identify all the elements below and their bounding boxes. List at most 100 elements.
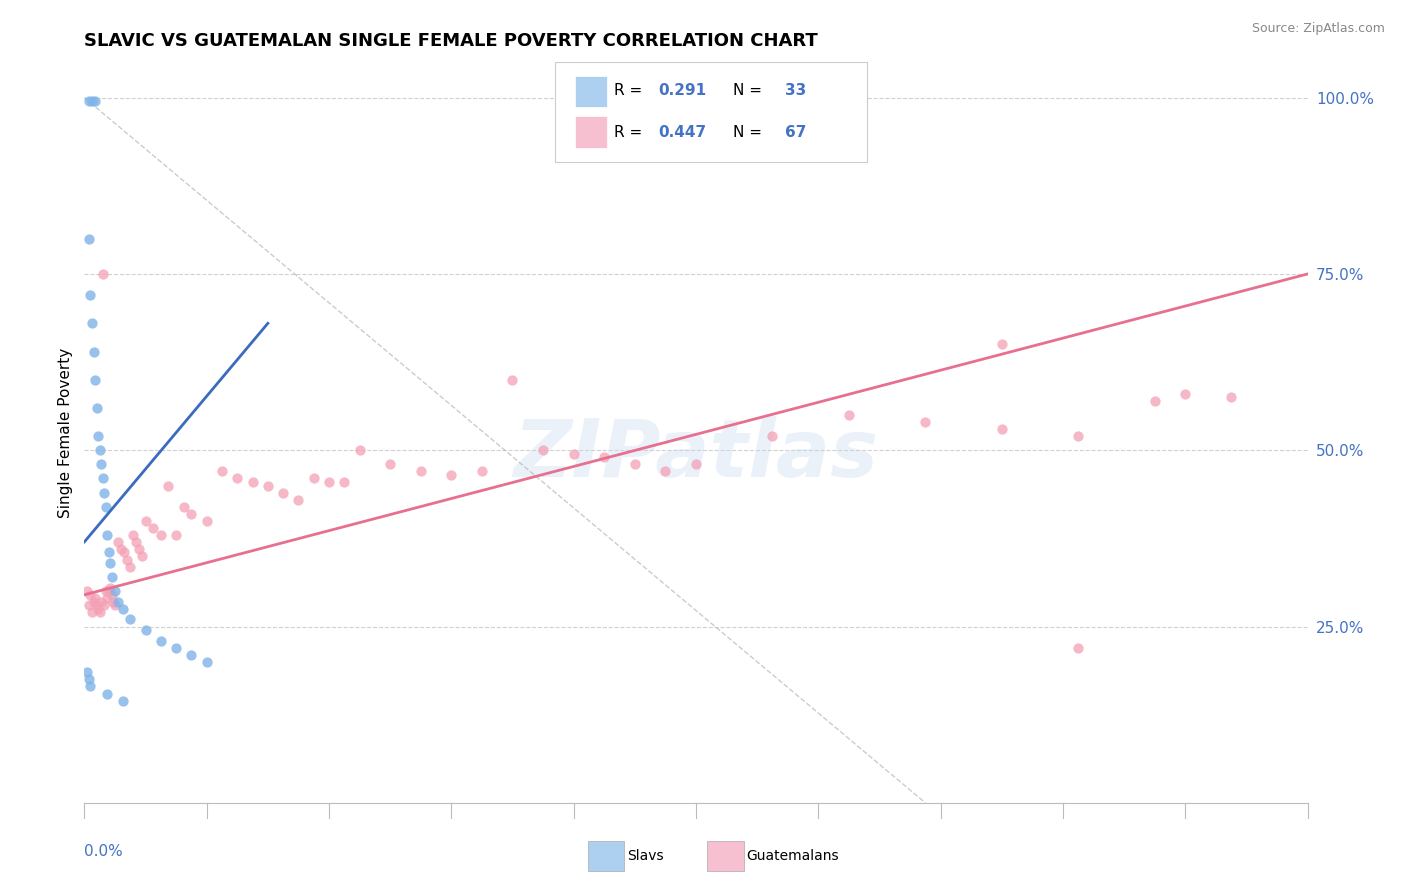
Point xyxy=(77,673,100,687)
Point xyxy=(84,373,107,387)
Point xyxy=(79,588,101,602)
Text: Slavs: Slavs xyxy=(627,849,664,863)
Point xyxy=(115,552,138,566)
Point xyxy=(101,570,124,584)
Point xyxy=(107,595,129,609)
Point xyxy=(131,549,153,563)
Text: SLAVIC VS GUATEMALAN SINGLE FEMALE POVERTY CORRELATION CHART: SLAVIC VS GUATEMALAN SINGLE FEMALE POVER… xyxy=(84,32,818,50)
Point xyxy=(86,401,108,415)
Point xyxy=(89,443,111,458)
Point xyxy=(122,528,145,542)
Point xyxy=(104,599,127,613)
Point xyxy=(89,606,111,620)
Point xyxy=(87,602,110,616)
Text: 0.0%: 0.0% xyxy=(84,844,124,858)
Point xyxy=(149,633,172,648)
Point xyxy=(104,584,127,599)
Point xyxy=(76,584,98,599)
Point xyxy=(211,464,233,478)
Point xyxy=(97,584,120,599)
Point xyxy=(80,316,103,330)
Point xyxy=(98,556,121,570)
Point xyxy=(97,545,120,559)
Point xyxy=(107,535,129,549)
Point xyxy=(149,528,172,542)
Point xyxy=(110,541,132,556)
Point xyxy=(502,373,524,387)
Point xyxy=(531,443,554,458)
Point xyxy=(93,599,115,613)
Text: Guatemalans: Guatemalans xyxy=(747,849,839,863)
Text: 0.447: 0.447 xyxy=(658,125,706,139)
Point xyxy=(96,528,118,542)
Point xyxy=(318,475,340,489)
Point xyxy=(91,267,114,281)
Point xyxy=(761,429,783,443)
Point xyxy=(180,648,202,662)
Y-axis label: Single Female Poverty: Single Female Poverty xyxy=(58,348,73,517)
Point xyxy=(271,485,294,500)
Text: N =: N = xyxy=(733,83,766,98)
Point xyxy=(120,559,142,574)
Point xyxy=(80,606,103,620)
Point xyxy=(302,471,325,485)
Point xyxy=(103,595,125,609)
Text: 0.291: 0.291 xyxy=(658,83,706,98)
Point xyxy=(349,443,371,458)
Point xyxy=(1067,640,1090,655)
Point xyxy=(79,680,101,694)
Point xyxy=(195,655,218,669)
Point xyxy=(111,602,134,616)
Point xyxy=(120,612,142,626)
Point xyxy=(991,337,1014,351)
Point xyxy=(94,500,117,514)
Point xyxy=(87,429,110,443)
Point xyxy=(76,665,98,680)
Point xyxy=(409,464,432,478)
Point xyxy=(93,485,115,500)
Point xyxy=(135,514,157,528)
Point xyxy=(86,599,108,613)
Point xyxy=(135,623,157,637)
Text: 33: 33 xyxy=(786,83,807,98)
FancyBboxPatch shape xyxy=(575,76,606,107)
Point xyxy=(80,94,103,108)
Text: R =: R = xyxy=(614,125,647,139)
Point xyxy=(333,475,356,489)
Point xyxy=(991,422,1014,436)
Point xyxy=(440,467,463,482)
Point xyxy=(111,693,134,707)
Point xyxy=(242,475,264,489)
Point xyxy=(838,408,860,422)
Text: ZIPatlas: ZIPatlas xyxy=(513,416,879,494)
Point xyxy=(165,640,187,655)
Point xyxy=(77,94,100,108)
Point xyxy=(654,464,676,478)
Point xyxy=(77,599,100,613)
Point xyxy=(624,458,647,472)
Text: N =: N = xyxy=(733,125,766,139)
Point xyxy=(91,471,114,485)
Point xyxy=(257,478,280,492)
Point xyxy=(101,588,124,602)
Point xyxy=(195,514,218,528)
Point xyxy=(84,591,107,606)
Point xyxy=(94,584,117,599)
Point xyxy=(380,458,402,472)
Point xyxy=(79,288,101,302)
Point xyxy=(83,344,105,359)
Point xyxy=(77,232,100,246)
Point xyxy=(112,545,135,559)
Point xyxy=(173,500,195,514)
Point xyxy=(685,458,707,472)
Text: R =: R = xyxy=(614,83,647,98)
Point xyxy=(471,464,494,478)
Point xyxy=(914,415,936,429)
Point xyxy=(125,535,148,549)
Point xyxy=(142,521,165,535)
Point xyxy=(287,492,309,507)
FancyBboxPatch shape xyxy=(555,62,868,162)
Point xyxy=(180,507,202,521)
Point xyxy=(157,478,180,492)
Point xyxy=(83,595,105,609)
